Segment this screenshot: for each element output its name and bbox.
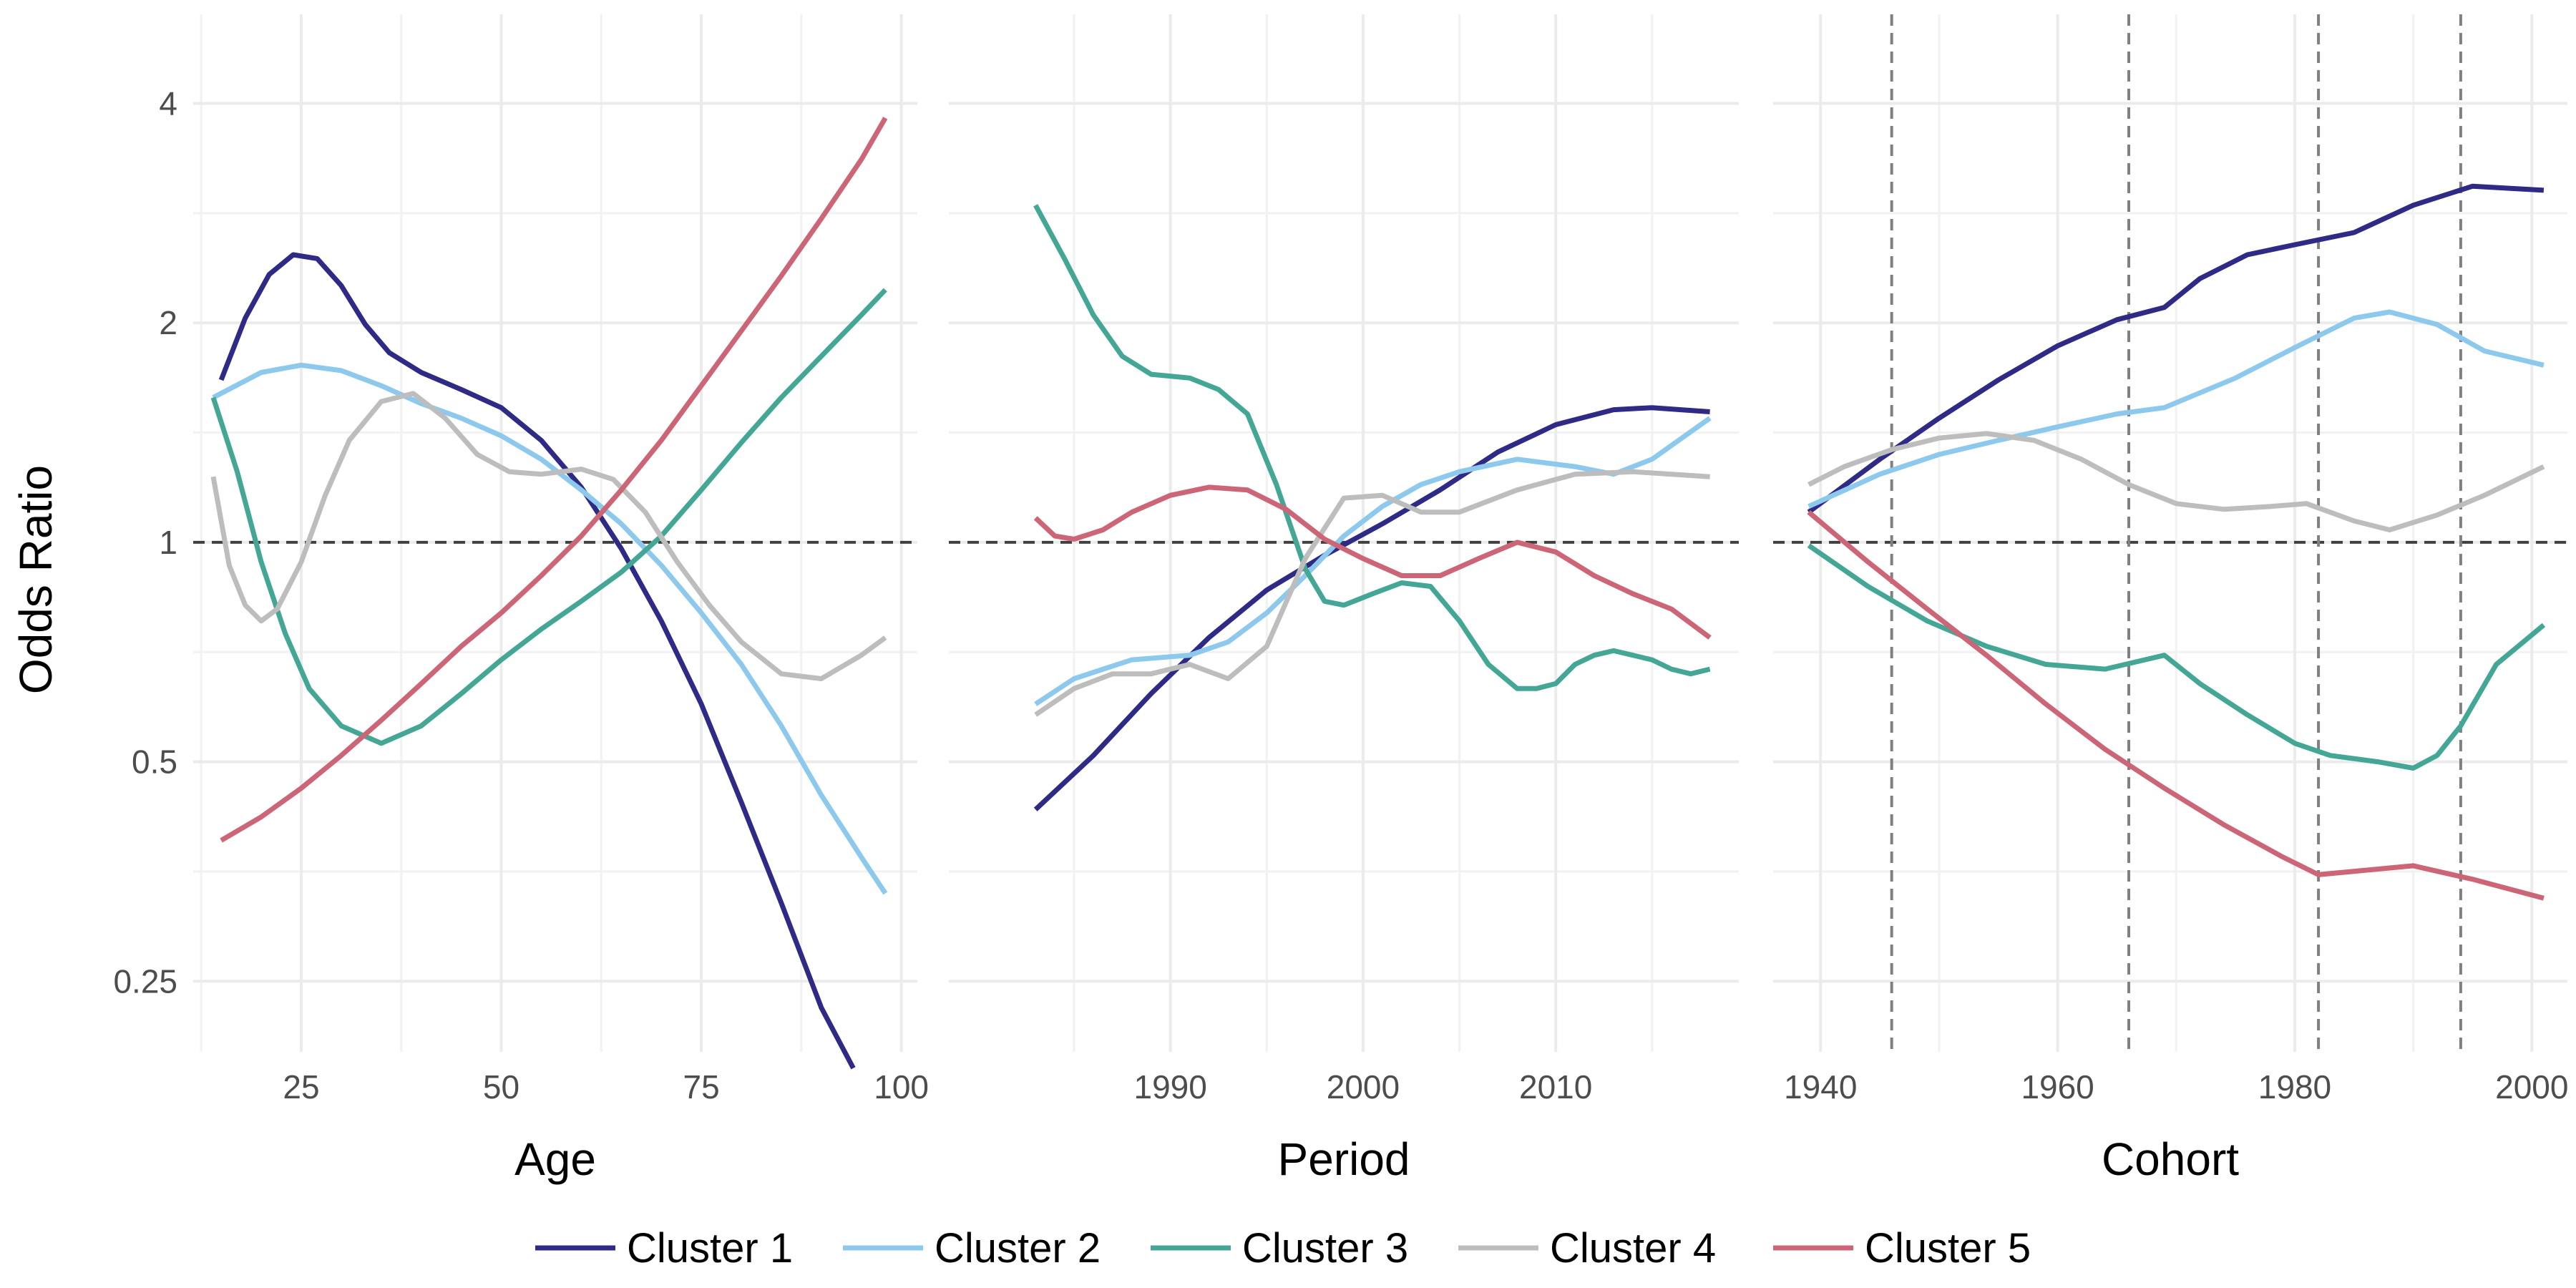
series-line-cluster-2 [1034,416,1712,706]
legend-item-cluster-1: Cluster 1 [535,1225,793,1272]
x-tick-label: 50 [483,1068,519,1106]
legend-label: Cluster 5 [1865,1225,2031,1272]
panel-period: 1990 2000 2010 Period [949,14,1739,1185]
legend-label: Cluster 2 [935,1225,1101,1272]
y-axis-title: Odds Ratio [10,465,62,694]
legend-item-cluster-3: Cluster 3 [1151,1225,1408,1272]
legend-label: Cluster 3 [1242,1225,1408,1272]
legend-label: Cluster 1 [627,1225,793,1272]
series-line-cluster-4 [1807,431,2545,532]
y-tick-labels: 0.25 0.5 1 2 4 [113,85,177,1000]
x-tick-label: 75 [683,1068,719,1106]
legend-item-cluster-5: Cluster 5 [1773,1225,2031,1272]
series-line-cluster-5 [1033,484,1712,640]
series-line-cluster-1 [1807,183,2545,514]
x-tick-label: 1990 [1133,1068,1206,1106]
x-tick-label: 2000 [2495,1068,2568,1106]
x-tick-label: 1960 [2021,1068,2094,1106]
x-tick-label: 2000 [1327,1068,1400,1106]
x-tick-label: 100 [874,1068,929,1106]
x-axis-title-cohort: Cohort [2102,1133,2239,1185]
series-line-cluster-3 [210,288,887,746]
panel-cohort: 1940 1960 1980 2000 Cohort [1773,14,2568,1185]
x-axis-title-age: Age [514,1133,596,1185]
series-line-cluster-5 [220,117,888,843]
legend: Cluster 1 Cluster 2 Cluster 3 Cluster 4 Clus… [535,1225,2031,1272]
y-tick-label: 1 [159,524,177,561]
x-axis-title-period: Period [1278,1133,1410,1185]
series-line-cluster-4 [1034,469,1710,717]
legend-item-cluster-4: Cluster 4 [1458,1225,1716,1272]
legend-label: Cluster 4 [1550,1225,1716,1272]
x-tick-label: 1980 [2258,1068,2331,1106]
y-tick-label: 2 [159,304,177,341]
series-line-cluster-1 [218,252,856,1070]
panel-age: 25 50 75 100 Age [193,14,929,1185]
series-line-cluster-5 [1807,510,2545,901]
x-tick-label: 25 [283,1068,319,1106]
y-tick-label: 4 [159,85,177,122]
legend-item-cluster-2: Cluster 2 [843,1225,1101,1272]
x-tick-label: 2010 [1519,1068,1592,1106]
series-line-cluster-1 [1033,405,1710,811]
series-line-cluster-2 [1807,309,2545,509]
series-line-cluster-4 [210,391,887,681]
x-tick-label: 1940 [1784,1068,1857,1106]
y-tick-label: 0.25 [113,962,177,1000]
series-line-cluster-2 [212,362,888,895]
y-tick-label: 0.5 [132,743,177,781]
series-line-cluster-3 [1033,204,1711,691]
